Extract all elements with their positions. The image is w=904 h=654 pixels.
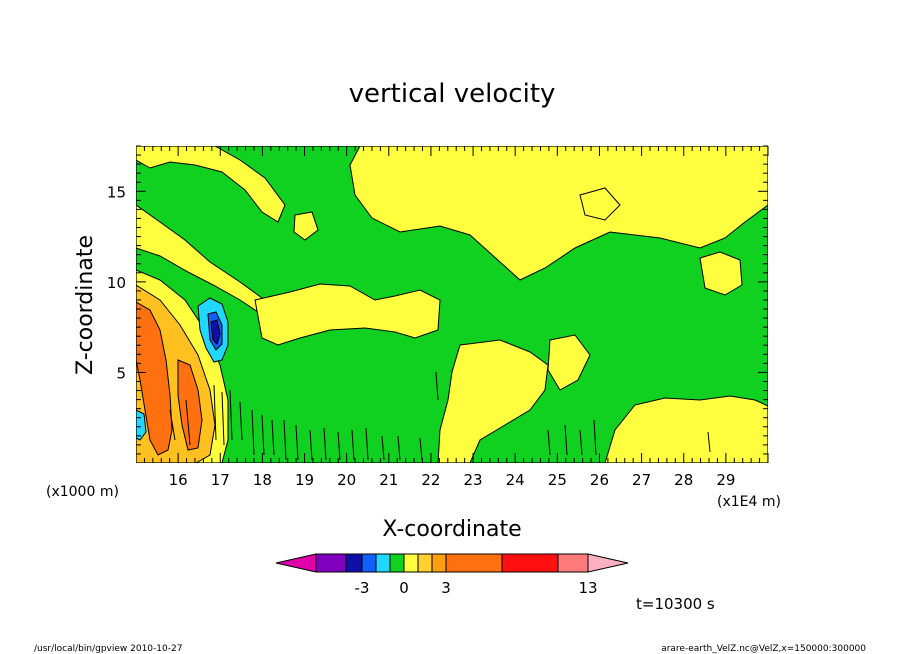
- colorbar-swatch: [431, 553, 447, 573]
- contour-region: [699, 251, 743, 296]
- footer-left: /usr/local/bin/gpview 2010-10-27: [34, 644, 182, 654]
- contour-region: [254, 283, 441, 346]
- colorbar-swatch: [501, 553, 559, 573]
- x-tick-label: 28: [674, 471, 693, 489]
- y-axis-label: Z-coordinate: [73, 235, 98, 375]
- x-tick-label: 18: [253, 471, 272, 489]
- y-tick-label: 15: [107, 183, 126, 201]
- x-tick-label: 17: [211, 471, 230, 489]
- x-tick-label: 26: [590, 471, 609, 489]
- contour-negative: [136, 297, 229, 441]
- contour-lines-surface: [169, 371, 711, 461]
- colorbar-swatch: [445, 553, 503, 573]
- contour-region: [136, 146, 286, 223]
- y-tick-label: 5: [116, 364, 126, 382]
- contour-region: [210, 319, 221, 345]
- colorbar-tick-label: -3: [355, 579, 370, 597]
- colorbar-tick-label: 13: [578, 579, 597, 597]
- contour-region: [547, 334, 591, 391]
- colorbar-swatch: [557, 553, 589, 573]
- colorbar-swatch: [345, 553, 363, 573]
- x-tick-label: 16: [169, 471, 188, 489]
- contour-region: [604, 395, 768, 463]
- colorbar: -3 0 3 13: [275, 553, 629, 597]
- x-unit-left: (x1000 m): [46, 484, 119, 500]
- x-tick-label: 27: [632, 471, 651, 489]
- contour-region: [177, 359, 203, 451]
- contour-region: [579, 187, 621, 221]
- colorbar-swatch: [403, 553, 419, 573]
- x-unit-right: (x1E4 m): [717, 494, 781, 510]
- x-tick-label: 25: [548, 471, 567, 489]
- colorbar-swatch: [375, 553, 391, 573]
- x-axis-label: X-coordinate: [382, 517, 521, 542]
- x-tick-label: 24: [506, 471, 525, 489]
- colorbar-swatch: [361, 553, 377, 573]
- chart-title: vertical velocity: [349, 79, 556, 109]
- contour-region: [437, 339, 549, 463]
- footer-right: arare-earth_VelZ.nc@VelZ,x=150000:300000: [661, 644, 866, 654]
- colorbar-arrow-right: [587, 553, 629, 573]
- colorbar-swatch: [417, 553, 433, 573]
- colorbar-swatch: [315, 553, 347, 573]
- colorbar-swatch: [389, 553, 405, 573]
- x-axis: 16 17 18 19 20 21 22 23 24 25 26 27 28 29: [143, 146, 769, 489]
- contour-strong-positive: [136, 301, 203, 456]
- x-tick-label: 19: [295, 471, 314, 489]
- colorbar-tick-label: 0: [399, 579, 409, 597]
- x-tick-label: 21: [379, 471, 398, 489]
- colorbar-arrow-left: [275, 553, 317, 573]
- x-tick-label: 22: [421, 471, 440, 489]
- time-label: t=10300 s: [636, 595, 715, 613]
- colorbar-tick-label: 3: [441, 579, 451, 597]
- contour-region: [293, 211, 319, 241]
- contour-region: [349, 146, 768, 281]
- plot-area: [136, 146, 768, 463]
- y-tick-label: 10: [107, 274, 126, 292]
- x-tick-label: 20: [337, 471, 356, 489]
- x-tick-label: 29: [716, 471, 735, 489]
- x-tick-label: 23: [464, 471, 483, 489]
- y-axis: 5 10 15: [107, 145, 768, 455]
- contour-region: [136, 301, 173, 456]
